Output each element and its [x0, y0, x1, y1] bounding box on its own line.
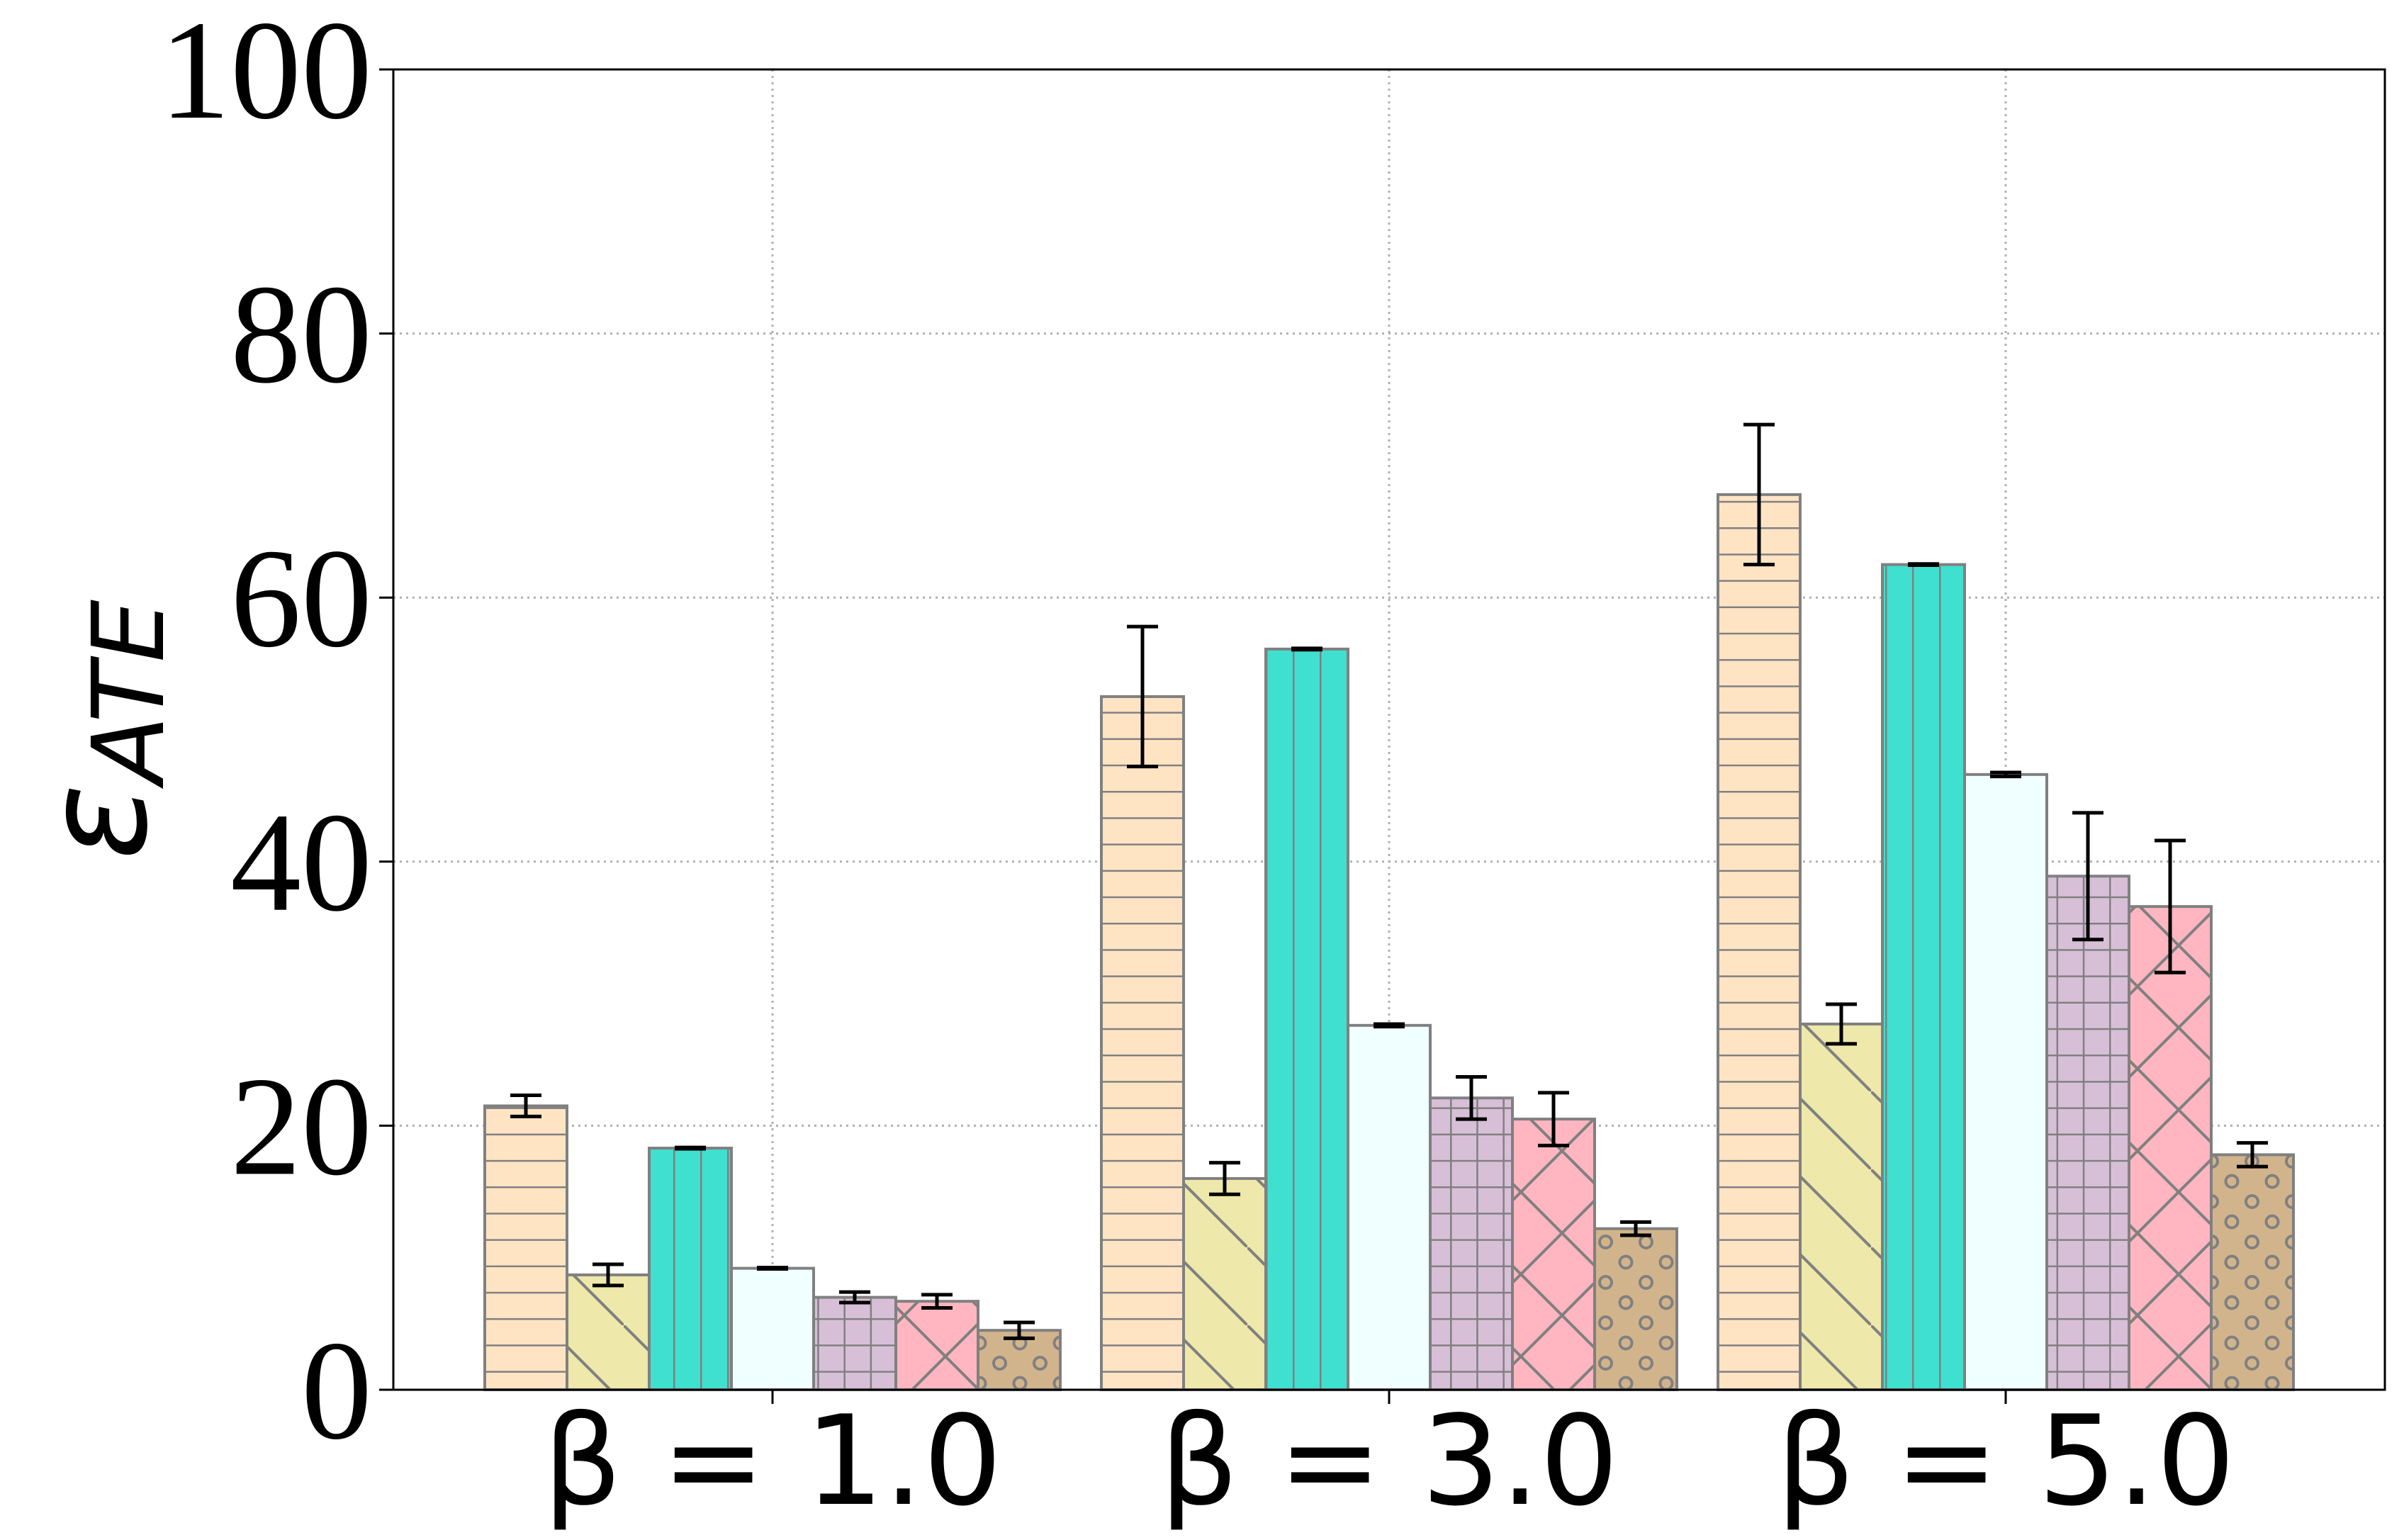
bar-hatch [2211, 1154, 2293, 1390]
bar-hatch [485, 1106, 567, 1390]
bar-hatch [978, 1330, 1060, 1390]
bar-hatch [1101, 696, 1184, 1390]
bar-hatch [649, 1148, 731, 1390]
bar-hatch [1595, 1228, 1677, 1390]
x-tick-label: β = 3.0 [1159, 1390, 1619, 1534]
bar [731, 1268, 814, 1390]
y-axis-label: εATE [14, 600, 187, 860]
bar [1348, 1025, 1430, 1390]
bar-hatch [1266, 648, 1348, 1390]
error-bars [510, 422, 2268, 1340]
bar-hatch [1882, 564, 1965, 1390]
bar-hatch [567, 1274, 649, 1390]
y-tick-label: 80 [230, 257, 372, 413]
x-tick-label: β = 5.0 [1776, 1390, 2235, 1534]
bar-hatch [814, 1297, 896, 1390]
bars [483, 493, 2295, 1392]
bar-hatch [1430, 1098, 1512, 1390]
bar-hatch [1184, 1178, 1266, 1390]
bar-hatch [2129, 906, 2211, 1390]
y-axis-label-sub: ATE [72, 600, 187, 789]
bar-hatch [1800, 1023, 1882, 1390]
bar-hatch [1718, 494, 1800, 1390]
bar-hatch [1512, 1119, 1595, 1390]
y-axis-label-main: ε [14, 784, 179, 860]
y-tick-label: 100 [159, 0, 372, 149]
x-tick-label: β = 1.0 [543, 1390, 1002, 1534]
y-tick-label: 60 [230, 520, 372, 677]
bar-hatch [896, 1301, 978, 1390]
bar [1965, 774, 2047, 1390]
y-tick-label: 0 [301, 1313, 372, 1469]
y-tick-label: 20 [230, 1048, 372, 1205]
axis-ticks: 0 20 40 60 80 100 β = 1.0 β = 3.0 β = 5.0 [159, 0, 2235, 1534]
y-tick-label: 40 [230, 785, 372, 941]
bar-hatch [2047, 876, 2129, 1390]
